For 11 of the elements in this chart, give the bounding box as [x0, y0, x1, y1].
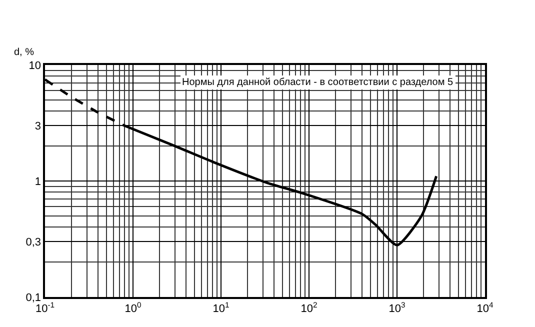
y-tick-label: 1 [34, 176, 42, 188]
x-tick-label: 10$^{1}$ [212, 300, 230, 315]
x-tick-label: 10$^{0}$ [124, 300, 142, 315]
y-tick-label: 0,3 [26, 236, 42, 248]
y-tick-label: 10 [28, 60, 42, 72]
y-tick-label: 3 [34, 120, 42, 132]
x-tick-label: 10$^{3}$ [388, 300, 406, 315]
x-tick-label: 10$^{2}$ [300, 300, 318, 315]
annotation: Нормы для данной области - в соответствии с разделом 5 [182, 77, 454, 88]
x-tick-label: 10$^{4}$ [476, 300, 494, 315]
y-axis-title: d, % [14, 47, 34, 58]
